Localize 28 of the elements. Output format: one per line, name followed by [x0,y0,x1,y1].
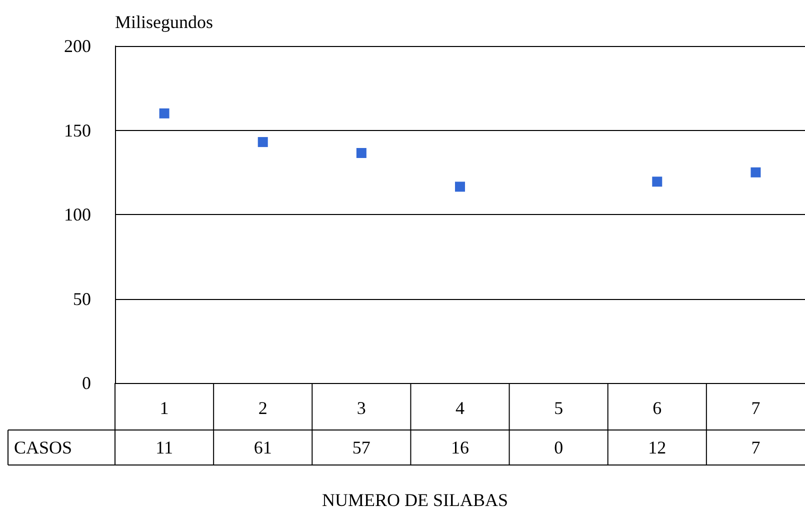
text: 12 [648,438,666,458]
y-axis-title: Milisegundos [115,12,214,32]
x-tick-label: 1 [160,398,169,418]
text: 7 [751,438,760,458]
y-tick-label: 200 [64,36,91,56]
point [750,167,761,178]
text: 61 [254,438,272,458]
text: CASOS [14,438,72,458]
point [258,137,268,148]
x-tick-label: 6 [652,398,662,418]
x-tick-label: 2 [258,398,268,418]
point [159,108,170,118]
text: 11 [156,438,173,458]
y-tick-label: 0 [82,373,91,393]
x-tick-label: 3 [356,398,366,418]
y-tick-label: 150 [64,120,91,140]
x-axis-title: NUMERO DE SILABAS [322,490,508,510]
text: 16 [451,438,469,458]
point [455,182,465,192]
x-tick-label: 4 [456,398,464,418]
point [356,148,366,158]
x-tick-label: 7 [751,398,760,418]
point [652,176,662,187]
x-tick-label: 5 [554,398,564,418]
text: 57 [352,438,370,458]
y-tick-label: 100 [64,204,91,224]
text: 0 [554,438,564,458]
y-tick-label: 50 [73,288,91,309]
